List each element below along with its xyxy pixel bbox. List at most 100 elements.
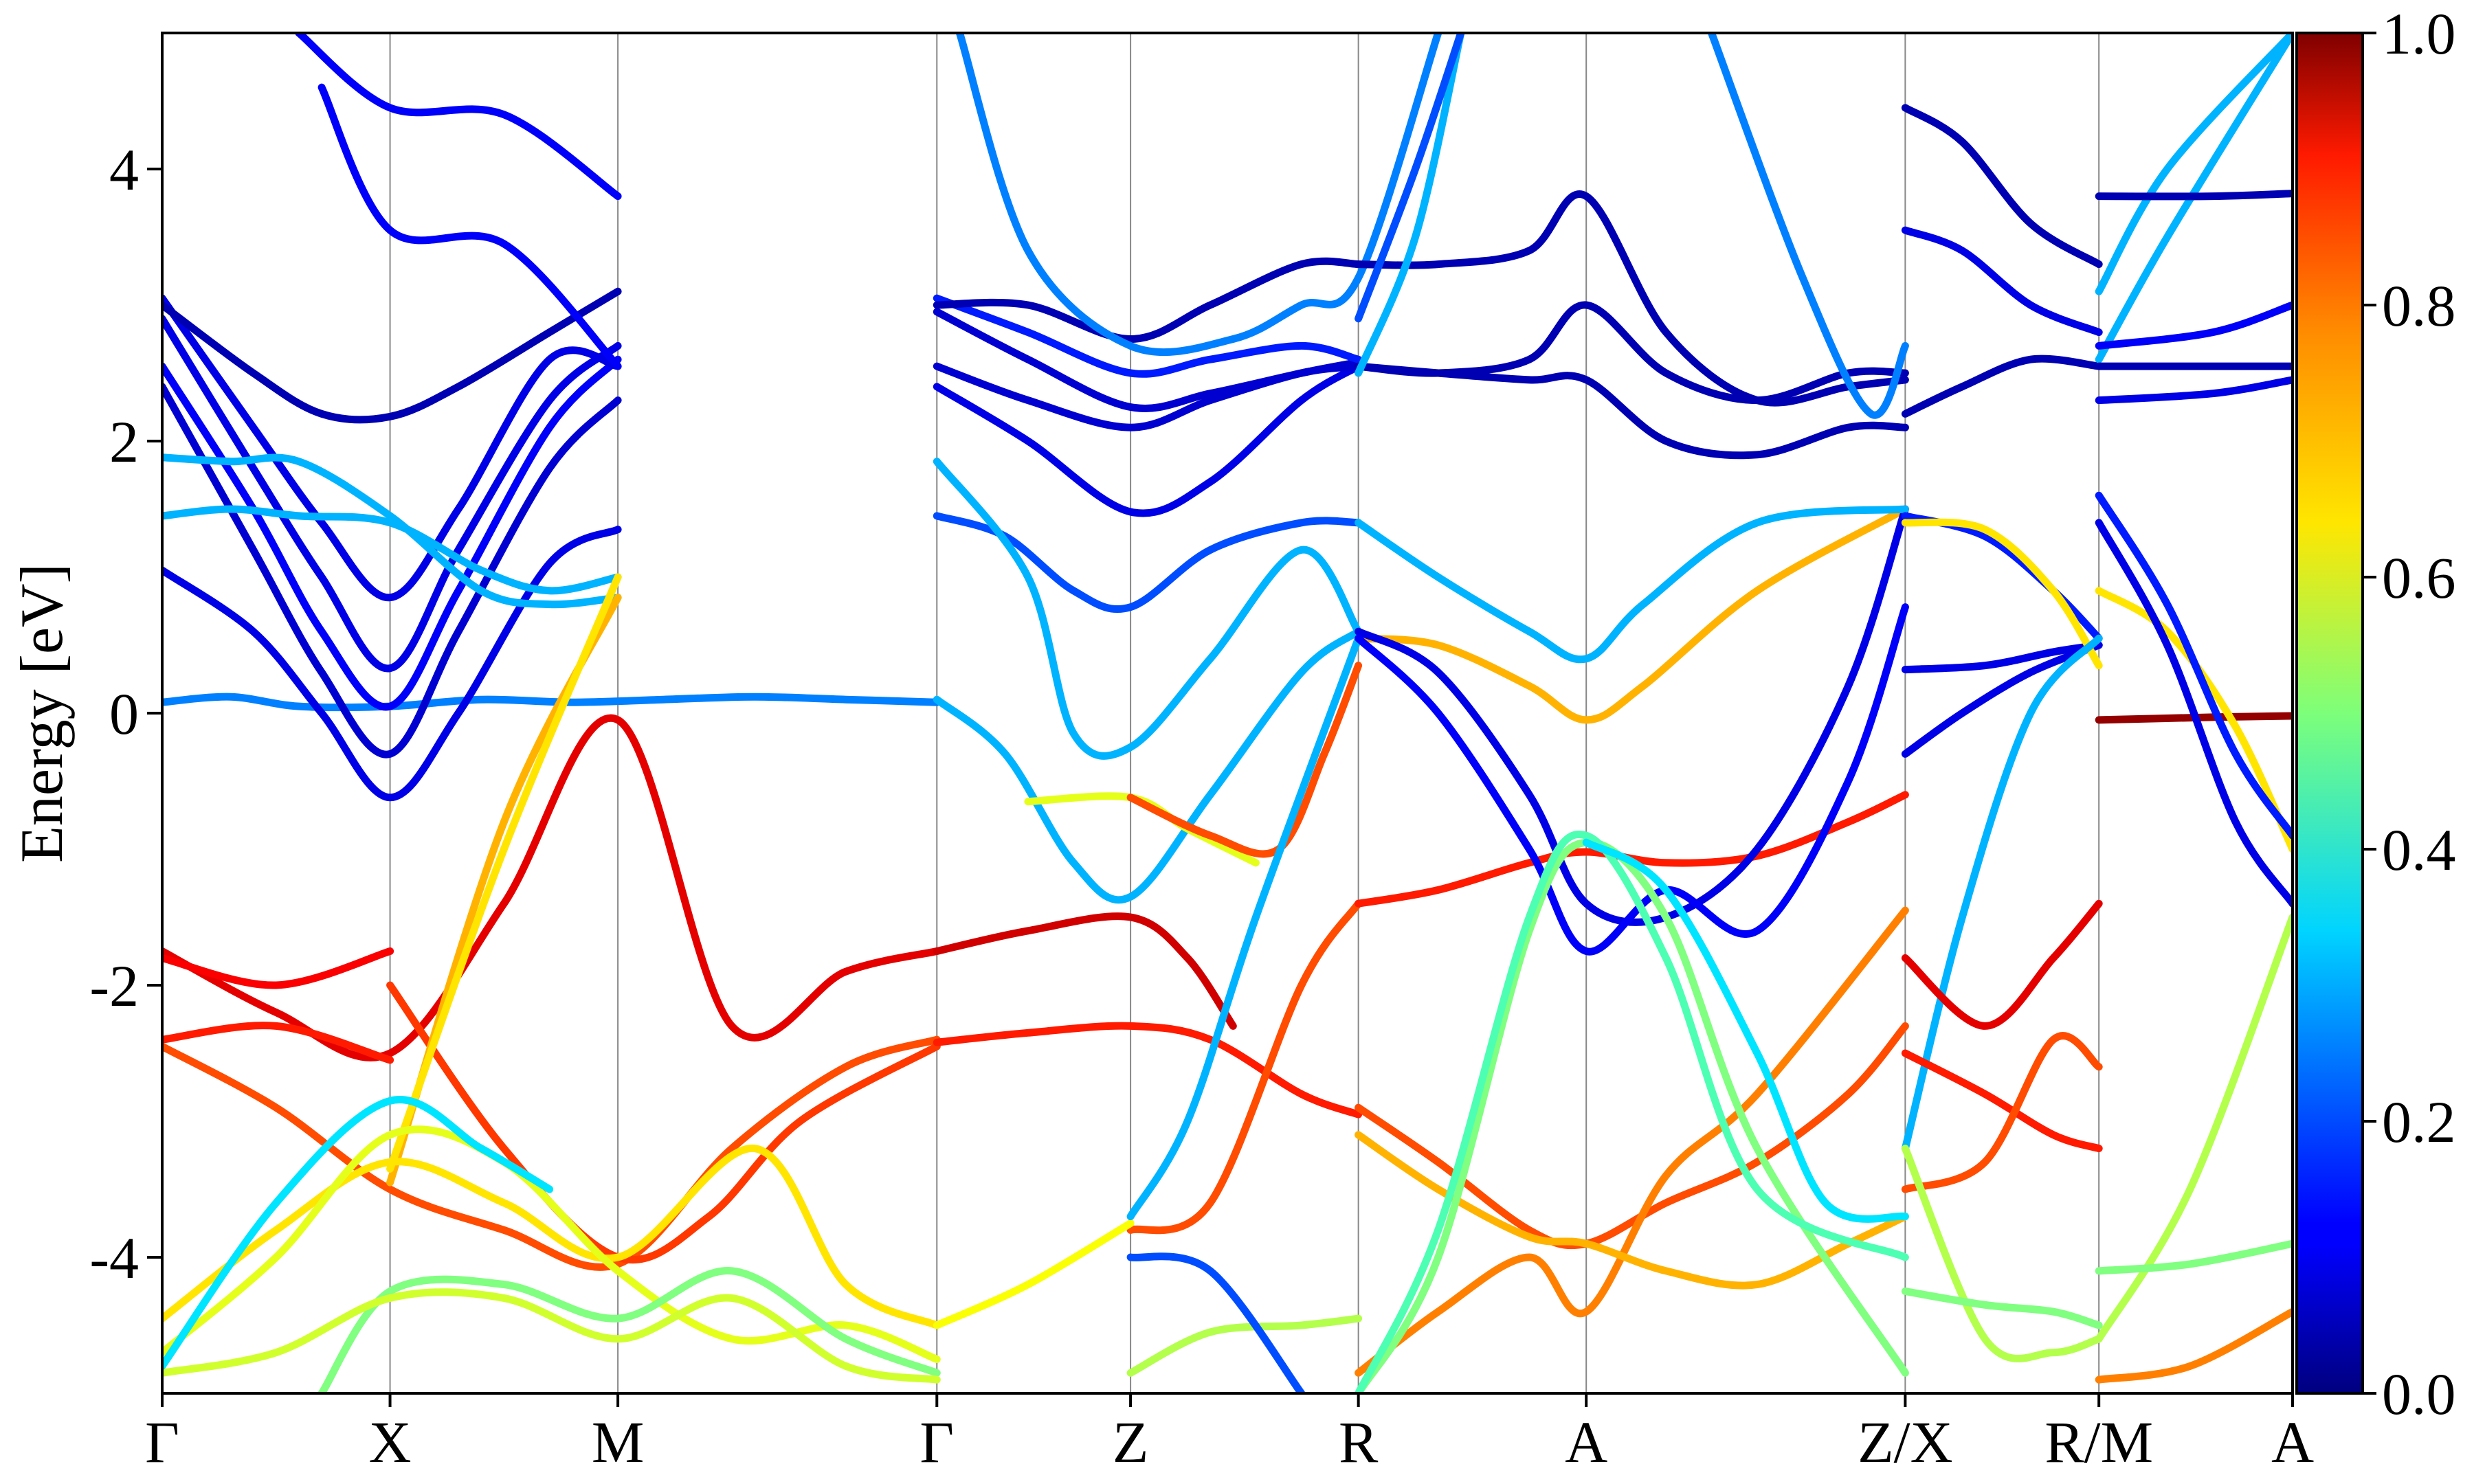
band-line <box>386 573 622 1173</box>
kpoint-label: Γ <box>920 1409 954 1475</box>
band-line <box>1355 505 1909 664</box>
band-line <box>1901 1288 2103 1329</box>
band-line <box>162 1145 941 1329</box>
band-line <box>1901 104 2103 269</box>
kpoint-label: Z/X <box>1858 1409 1953 1475</box>
band-line <box>162 1125 941 1363</box>
kpoint-label: R/M <box>2044 1409 2153 1475</box>
kpoint-label: R <box>1339 1409 1379 1475</box>
band-line <box>1355 831 1909 1393</box>
y-tick-label: 4 <box>109 137 139 203</box>
y-tick-label: -4 <box>89 1225 139 1291</box>
band-line <box>162 947 394 989</box>
colorbar-gradient <box>2295 32 2364 1395</box>
band-line <box>955 33 1442 357</box>
band-line <box>162 505 622 595</box>
band-line <box>1126 662 1363 858</box>
band-line <box>2095 587 2293 853</box>
band-line <box>933 257 1363 343</box>
band-line <box>1355 301 1909 405</box>
band-line <box>2095 712 2293 724</box>
band-line <box>1355 1022 1909 1250</box>
band-line <box>162 383 622 758</box>
band-line <box>162 315 622 673</box>
kpoint-label: X <box>368 1409 411 1475</box>
band-line <box>1901 1145 2103 1362</box>
band-line <box>317 83 622 370</box>
y-axis: 4 2 0 -2 -4 <box>89 137 162 1291</box>
band-line <box>162 294 622 602</box>
band-line <box>1126 899 1363 1235</box>
band-line <box>162 1022 394 1064</box>
band-line <box>1355 33 1465 323</box>
band-line <box>933 308 1363 412</box>
band-line <box>1582 838 1909 1223</box>
band-line <box>1355 906 1909 1377</box>
colorbar-tick-label: 0.4 <box>2382 817 2456 883</box>
band-line <box>162 287 622 424</box>
band-line <box>1355 33 1465 377</box>
band-line <box>1355 1131 1909 1290</box>
band-line <box>933 627 1363 904</box>
colorbar-tick-label: 0.8 <box>2382 273 2456 339</box>
band-line <box>162 1288 941 1384</box>
band-line <box>933 458 1363 760</box>
y-tick-label: -2 <box>89 953 139 1019</box>
kpoint-label: A <box>1565 1409 1607 1475</box>
band-line <box>1126 1252 1306 1393</box>
band-line <box>162 1096 554 1370</box>
band-line <box>1126 634 1363 1221</box>
y-tick-label: 0 <box>109 681 139 747</box>
band-line <box>933 1022 1363 1118</box>
band-line <box>933 362 1363 517</box>
kpoint-separators <box>389 33 2100 1393</box>
band-lines <box>162 33 2293 1393</box>
band-line <box>295 33 622 201</box>
colorbar-tick-label: 0.0 <box>2382 1361 2456 1427</box>
band-line <box>162 714 941 1061</box>
band-line <box>1901 1032 2103 1193</box>
band-line <box>386 594 622 1187</box>
x-axis: Γ X M Γ Z R A Z/X R/M A <box>145 1393 2314 1475</box>
band-line <box>2095 33 2293 363</box>
band-line <box>162 693 941 712</box>
band-line <box>1901 355 2103 418</box>
band-line <box>933 912 1237 1030</box>
band-line <box>2095 1239 2293 1275</box>
band-line <box>1901 518 2103 670</box>
band-line <box>2095 519 2293 908</box>
band-line <box>1126 1314 1363 1377</box>
band-line <box>317 1267 941 1393</box>
y-tick-label: 2 <box>109 409 139 475</box>
kpoint-label: A <box>2271 1409 2314 1475</box>
kpoint-label: Γ <box>145 1409 179 1475</box>
colorbar-tick-label: 1.0 <box>2382 1 2456 67</box>
kpoint-label: M <box>592 1409 644 1475</box>
colorbar: 0.0 0.2 0.4 0.6 0.8 1.0 <box>2295 1 2456 1427</box>
band-line <box>162 1035 941 1271</box>
band-line <box>1901 899 2103 1030</box>
band-line <box>1355 505 1909 724</box>
y-axis-label: Energy [eV] <box>9 563 76 863</box>
band-line <box>1901 641 2103 758</box>
band-line <box>2095 33 2293 295</box>
band-line <box>2095 190 2293 201</box>
band-line <box>1355 190 1909 407</box>
colorbar-tick-label: 0.6 <box>2382 545 2456 611</box>
band-line <box>162 453 622 609</box>
band-line <box>386 981 941 1264</box>
band-line <box>1901 226 2103 337</box>
band-line <box>2095 301 2293 350</box>
band-line <box>2095 913 2293 1343</box>
band-line <box>1708 33 1909 419</box>
colorbar-tick-label: 0.2 <box>2382 1089 2456 1155</box>
band-line <box>162 526 622 802</box>
band-line <box>933 294 1363 378</box>
band-line <box>2095 491 2293 840</box>
band-line <box>1901 641 2103 674</box>
band-line <box>2095 1307 2293 1384</box>
kpoint-label: Z <box>1113 1409 1149 1475</box>
band-line <box>1355 603 1909 956</box>
band-line <box>933 1219 1135 1329</box>
